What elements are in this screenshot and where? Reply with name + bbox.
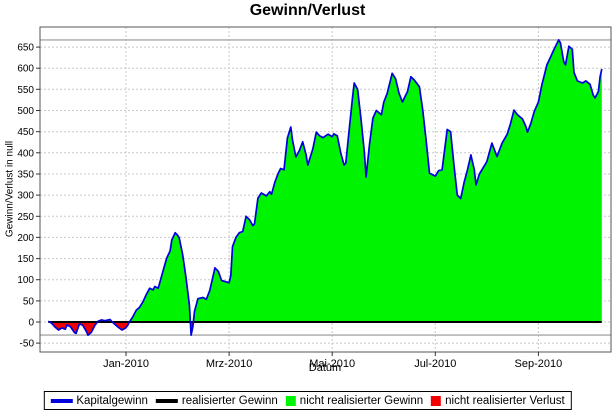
svg-text:50: 50	[23, 296, 35, 307]
svg-text:Sep-2010: Sep-2010	[515, 358, 563, 370]
svg-text:300: 300	[17, 191, 34, 202]
legend-item-kapitalgewinn: Kapitalgewinn	[50, 395, 148, 407]
svg-text:Jan-2010: Jan-2010	[103, 358, 149, 370]
svg-text:600: 600	[17, 64, 34, 75]
chart-title: Gewinn/Verlust	[249, 2, 366, 19]
plot-border	[39, 26, 612, 353]
svg-text:100: 100	[17, 275, 34, 286]
svg-text:200: 200	[17, 233, 34, 244]
legend-label: Kapitalgewinn	[76, 394, 148, 407]
svg-text:550: 550	[17, 85, 34, 96]
svg-text:350: 350	[17, 170, 34, 181]
svg-text:500: 500	[17, 106, 34, 117]
legend-label: realisierter Gewinn	[181, 394, 278, 407]
legend-label: nicht realisierter Verlust	[445, 394, 565, 407]
svg-text:650: 650	[17, 43, 34, 54]
svg-text:Mrz-2010: Mrz-2010	[206, 358, 252, 370]
legend-item-realisierter-gewinn: realisierter Gewinn	[155, 394, 278, 407]
red-square-swatch-icon	[431, 395, 442, 406]
svg-text:250: 250	[17, 212, 34, 223]
svg-text:400: 400	[17, 148, 34, 159]
green-square-swatch-icon	[285, 395, 296, 406]
black-line-swatch-icon	[155, 398, 178, 403]
svg-text:Jul-2010: Jul-2010	[414, 358, 456, 370]
chart-legend: Kapitalgewinn realisierter Gewinn nicht …	[43, 391, 572, 410]
x-axis-title: Datum	[308, 362, 342, 374]
svg-text:0: 0	[28, 318, 34, 329]
svg-text:Mai-2010: Mai-2010	[309, 358, 355, 370]
capital-gain-line	[47, 39, 603, 336]
svg-text:450: 450	[17, 127, 34, 138]
legend-item-nicht-realisierter-verlust: nicht realisierter Verlust	[431, 395, 565, 407]
legend-item-nicht-realisierter-gewinn: nicht realisierter Gewinn	[285, 394, 424, 407]
blue-line-swatch-icon	[50, 398, 73, 403]
plot-area: 650600550500450400350300250200150100500-…	[17, 26, 612, 370]
legend-label: nicht realisierter Gewinn	[299, 394, 424, 407]
unrealized-gain-area	[48, 39, 602, 322]
y-axis-ticks: 650600550500450400350300250200150100500-…	[17, 43, 40, 350]
x-axis-ticks: Jan-2010 Mrz-2010 Mai-2010 Jul-2010 Sep-2010	[103, 352, 562, 370]
svg-text:150: 150	[17, 254, 34, 265]
minmax-marker-lines	[40, 39, 611, 336]
svg-text:-50: -50	[20, 339, 35, 350]
